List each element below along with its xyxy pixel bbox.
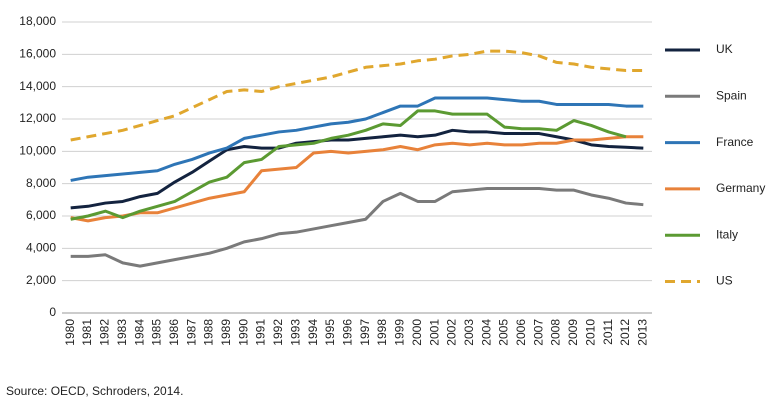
x-tick-label: 1993 [288,319,302,346]
series-line [70,49,644,142]
series-line [70,135,644,223]
x-tick-label: 2001 [427,319,441,346]
series-line [70,128,644,210]
x-tick-label: 1995 [323,319,337,346]
x-tick-label: 1990 [236,319,250,346]
y-tick-label: 10,000 [19,144,56,158]
x-tick-label: 1986 [167,319,181,346]
legend-label: Germany [716,181,765,195]
x-tick-label: 2007 [531,319,545,346]
y-tick-label: 6,000 [26,208,56,222]
x-tick-label: 1994 [306,319,320,346]
x-tick-label: 2013 [635,319,649,346]
legend-label: UK [716,42,733,56]
x-tick-label: 1998 [375,319,389,346]
x-tick-label: 2004 [479,319,493,346]
x-tick-label: 2008 [549,319,563,346]
x-tick-label: 1997 [358,319,372,346]
x-tick-label: 2010 [583,319,597,346]
x-tick-label: 1981 [80,319,94,346]
x-tick-label: 1984 [132,319,146,346]
y-tick-label: 2,000 [26,273,56,287]
source-note: Source: OECD, Schroders, 2014. [6,384,183,398]
x-tick-label: 1983 [115,319,129,346]
legend-label: France [716,135,754,149]
x-tick-label: 2000 [410,319,424,346]
x-tick-label: 1982 [98,319,112,346]
y-tick-label: 18,000 [19,14,56,28]
x-tick-label: 1989 [219,319,233,346]
y-tick-label: 14,000 [19,79,56,93]
legend-label: Italy [716,227,738,241]
y-tick-label: 0 [49,305,56,319]
x-tick-label: 1992 [271,319,285,346]
y-tick-label: 8,000 [26,176,56,190]
x-tick-label: 1988 [202,319,216,346]
y-tick-label: 16,000 [19,47,56,61]
x-tick-label: 2005 [497,319,511,346]
y-tick-label: 4,000 [26,241,56,255]
x-tick-label: 2012 [618,319,632,346]
series-line [70,187,644,268]
series-line [70,109,627,221]
y-tick-label: 12,000 [19,111,56,125]
x-tick-label: 2011 [601,319,615,345]
legend-label: US [716,274,733,288]
x-tick-label: 1996 [340,319,354,346]
x-tick-label: 1999 [393,319,407,346]
series-line [70,96,644,182]
x-tick-label: 1987 [184,319,198,346]
x-tick-label: 2002 [445,319,459,346]
x-tick-label: 2006 [514,319,528,346]
x-tick-label: 1991 [254,319,268,346]
x-tick-label: 2009 [566,319,580,346]
x-tick-label: 1980 [63,319,77,346]
x-tick-label: 2003 [462,319,476,346]
legend-label: Spain [716,88,747,102]
x-tick-label: 1985 [150,319,164,346]
